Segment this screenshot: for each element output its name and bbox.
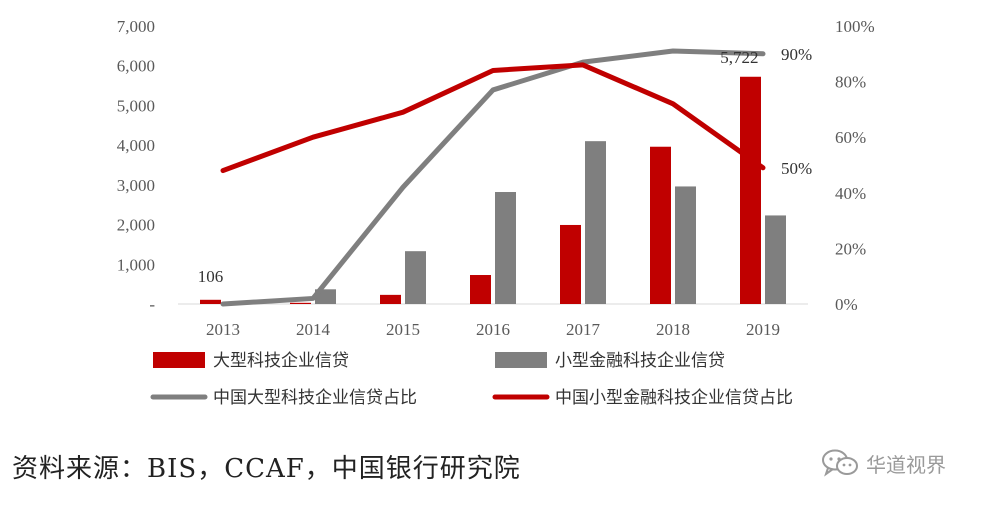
y-right-tick-label: 0%	[835, 295, 858, 314]
bar	[765, 215, 786, 304]
bar	[290, 302, 311, 304]
bar	[405, 251, 426, 304]
y-left-tick-label: -	[149, 295, 155, 314]
y-left-tick-label: 5,000	[117, 96, 155, 115]
y-right-tick-label: 80%	[835, 73, 866, 92]
bar	[380, 294, 401, 304]
wechat-icon	[822, 449, 858, 477]
series-line	[220, 62, 766, 174]
y-right-tick-label: 40%	[835, 184, 866, 203]
x-tick-label: 2014	[296, 320, 331, 339]
y-left-tick-label: 4,000	[117, 136, 155, 155]
x-tick-label: 2019	[746, 320, 780, 339]
bar	[470, 275, 491, 304]
y-right-axis: 0% 20% 40% 60% 80% 100%	[835, 17, 875, 314]
bar	[675, 186, 696, 304]
watermark-text: 华道视界	[866, 452, 946, 477]
legend-label: 大型科技企业信贷	[213, 351, 349, 371]
y-right-tick-label: 60%	[835, 128, 866, 147]
y-left-tick-label: 2,000	[117, 216, 155, 235]
data-label: 50%	[781, 159, 812, 178]
bar	[560, 224, 581, 304]
series-line	[220, 48, 766, 307]
y-right-tick-label: 100%	[835, 17, 875, 36]
x-tick-label: 2018	[656, 320, 690, 339]
x-tick-label: 2015	[386, 320, 420, 339]
data-labels: 106 5,722 90% 50%	[198, 45, 812, 286]
bar	[495, 192, 516, 304]
legend-swatch	[495, 352, 547, 368]
lines	[220, 48, 766, 307]
bar	[650, 146, 671, 304]
data-label: 90%	[781, 45, 812, 64]
source-note: 资料来源：BIS，CCAF，中国银行研究院	[12, 454, 521, 484]
legend-label: 中国大型科技企业信贷占比	[213, 388, 417, 408]
y-left-tick-label: 6,000	[117, 57, 155, 76]
y-left-axis: - 1,000 2,000 3,000 4,000 5,000 6,000 7,000	[117, 17, 156, 314]
y-left-tick-label: 1,000	[117, 255, 155, 274]
x-tick-label: 2016	[476, 320, 510, 339]
bars	[200, 76, 786, 305]
bar	[740, 76, 761, 305]
x-axis: 2013 2014 2015 2016 2017 2018 2019	[206, 320, 780, 339]
bar	[585, 141, 606, 304]
data-label: 5,722	[720, 48, 758, 67]
watermark: 华道视界	[820, 446, 946, 480]
y-left-tick-label: 7,000	[117, 17, 155, 36]
y-right-tick-label: 20%	[835, 239, 866, 258]
x-tick-label: 2017	[566, 320, 601, 339]
legend-swatch	[153, 352, 205, 368]
y-left-tick-label: 3,000	[117, 176, 155, 195]
legend-label: 小型金融科技企业信贷	[555, 351, 725, 371]
data-label: 106	[198, 267, 224, 286]
legend-label: 中国小型金融科技企业信贷占比	[555, 388, 793, 408]
chart: - 1,000 2,000 3,000 4,000 5,000 6,000 7,000 0% 2…	[117, 17, 875, 408]
bar	[200, 299, 221, 304]
x-tick-label: 2013	[206, 320, 240, 339]
